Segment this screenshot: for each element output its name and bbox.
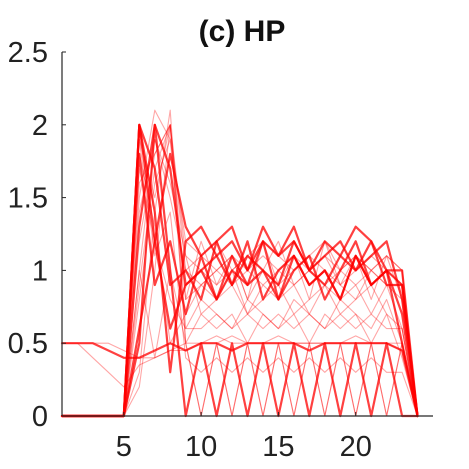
x-tick-label: 5 xyxy=(116,431,132,463)
y-tick-label: 1 xyxy=(32,255,48,287)
x-tick-label: 15 xyxy=(262,431,294,463)
series-line-22 xyxy=(60,342,419,418)
x-tick-label: 10 xyxy=(185,431,217,463)
y-axis: 0 0.5 1 1.5 2 2.5 xyxy=(8,37,66,433)
y-tick-label: 2.5 xyxy=(8,37,48,69)
plot-area xyxy=(60,109,419,418)
y-tick-label: 2 xyxy=(32,110,48,142)
y-tick-label: 0 xyxy=(32,401,48,433)
y-tick-label: 0.5 xyxy=(8,328,48,360)
series-line-14 xyxy=(61,335,419,417)
x-axis: 5 10 15 20 xyxy=(62,412,433,463)
chart-title: (c) HP xyxy=(199,15,286,48)
y-tick-label: 1.5 xyxy=(8,183,48,215)
x-tick-label: 20 xyxy=(340,431,372,463)
